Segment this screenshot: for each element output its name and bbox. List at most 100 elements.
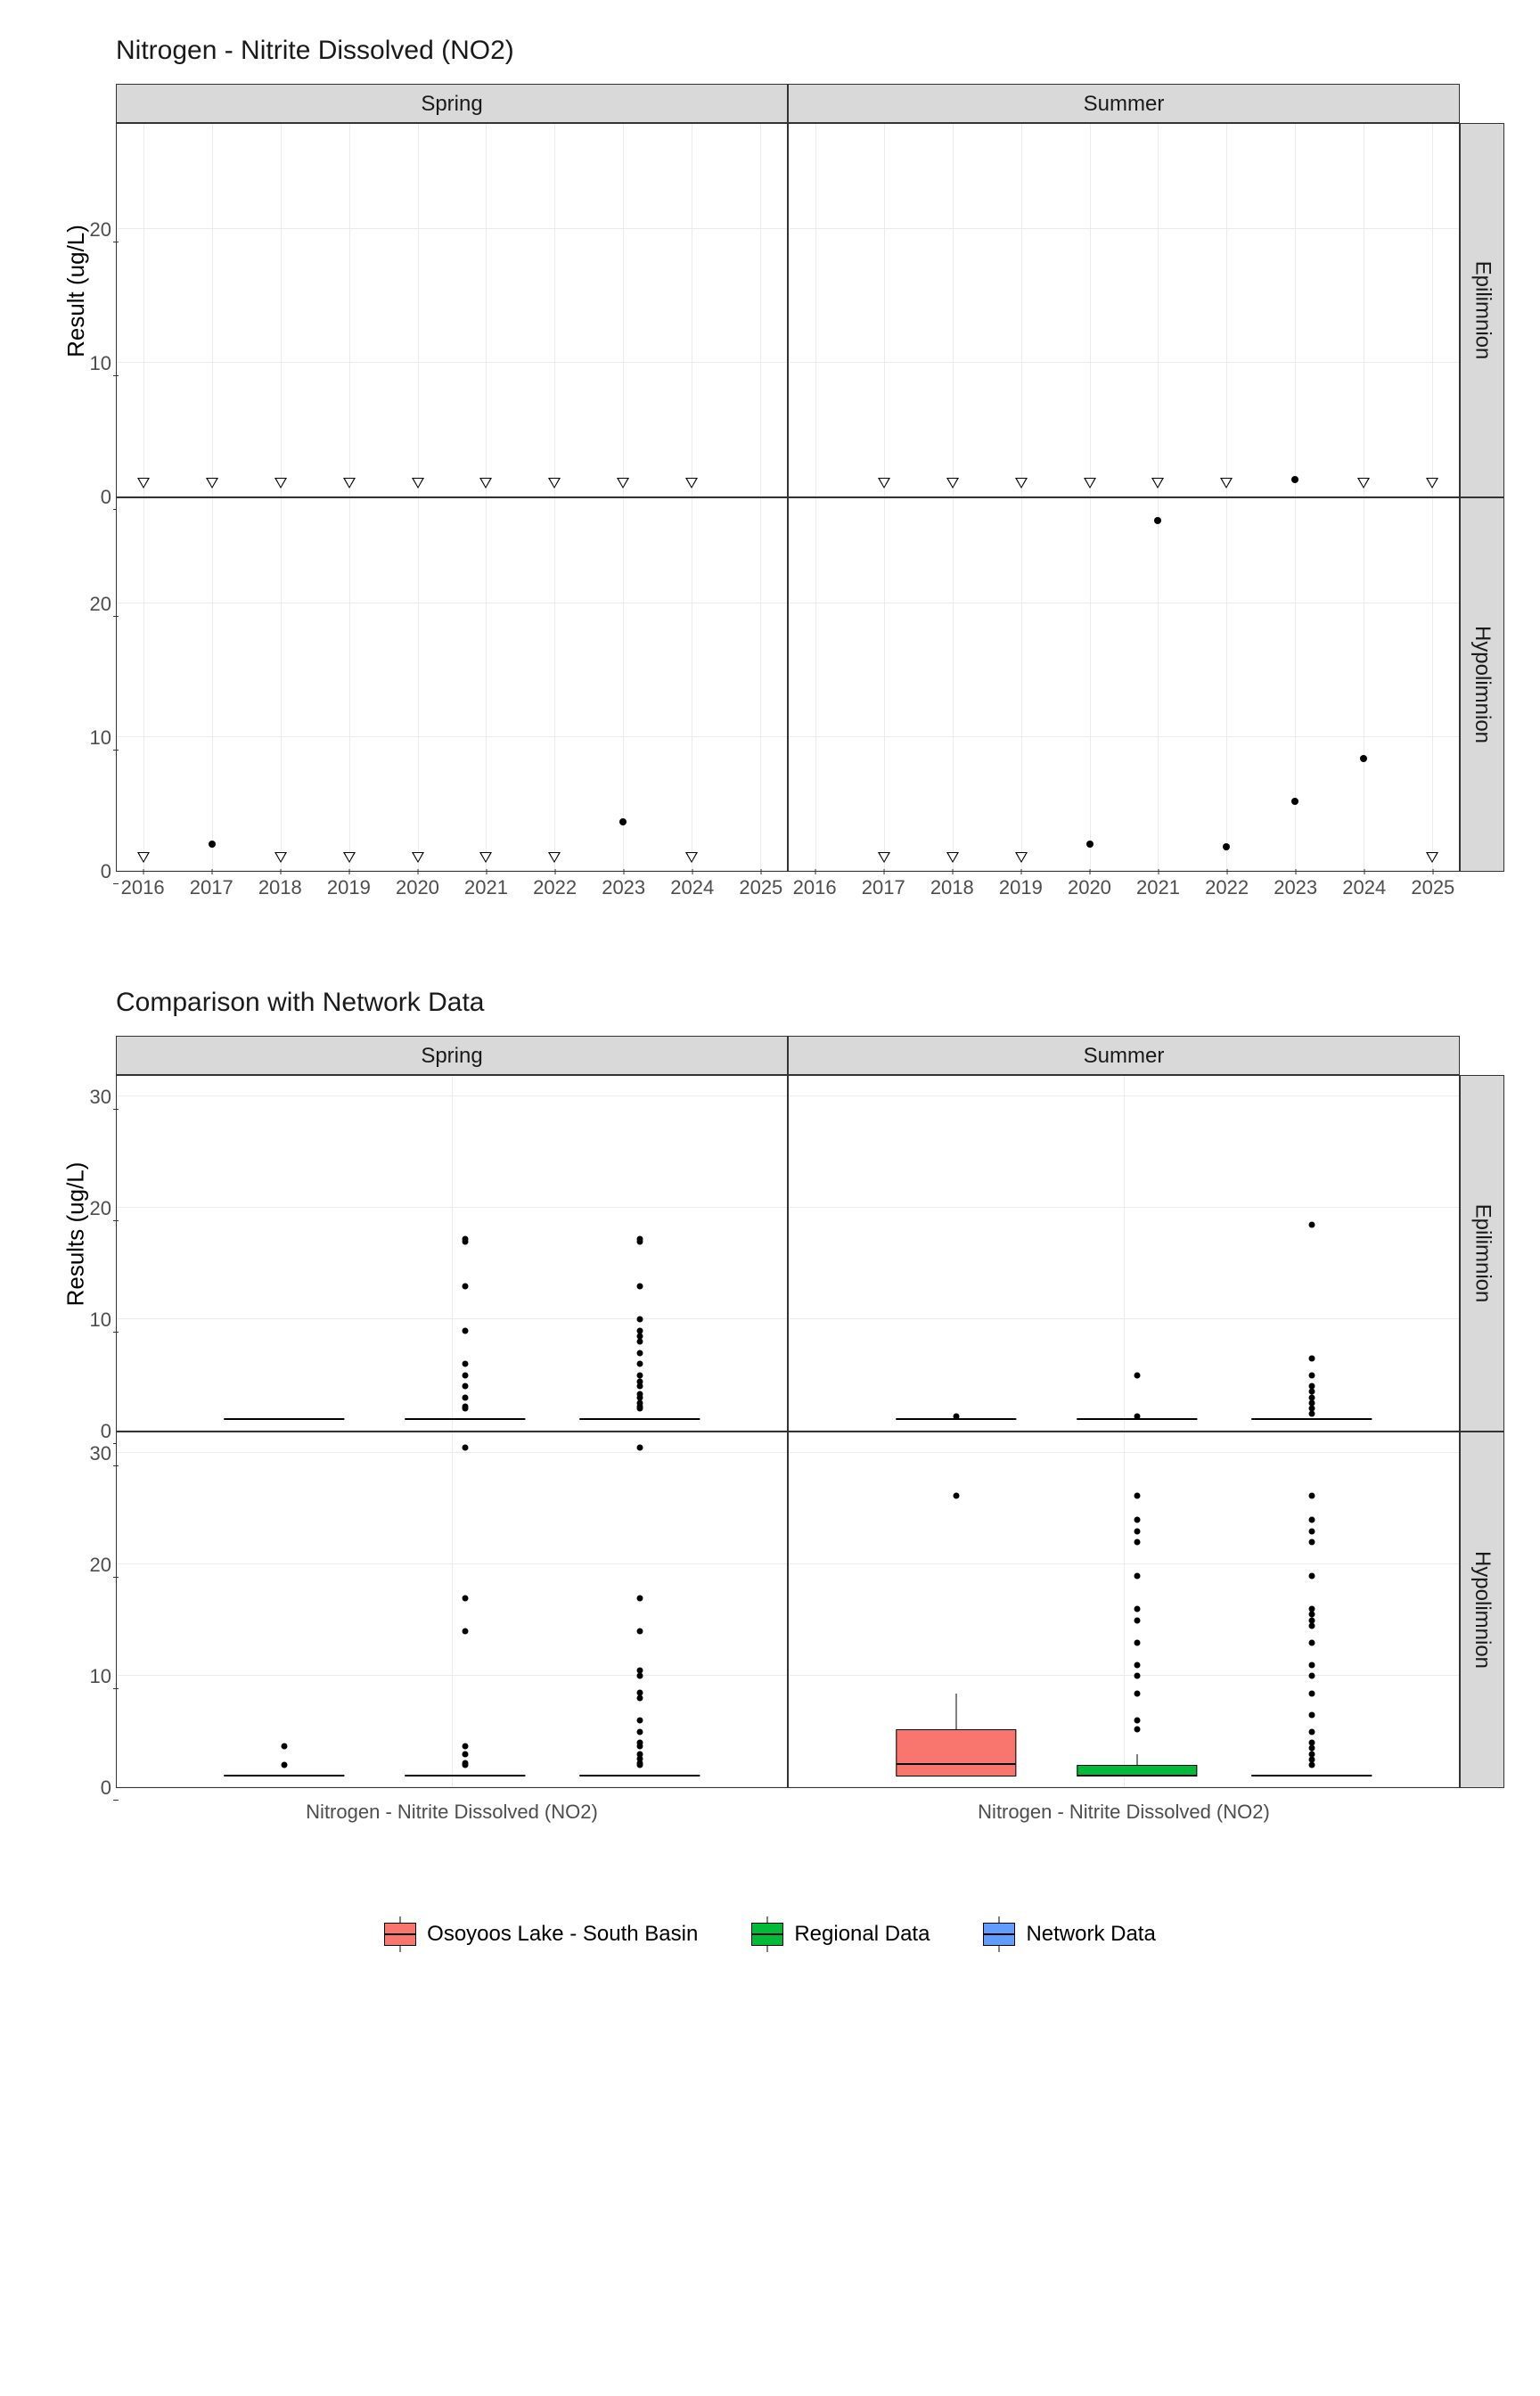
- outlier-marker: [463, 1394, 469, 1400]
- outlier-marker: [1135, 1528, 1141, 1534]
- outlier-marker: [1135, 1691, 1141, 1697]
- triangle-marker: [878, 478, 890, 488]
- triangle-marker: [274, 478, 287, 488]
- outlier-marker: [463, 1327, 469, 1333]
- plot-area: [116, 1075, 788, 1432]
- row-header: Epilimnion: [1460, 123, 1504, 497]
- legend-item: Network Data: [983, 1922, 1155, 1947]
- row-header: Hypolimnion: [1460, 497, 1504, 872]
- triangle-marker: [1357, 478, 1370, 488]
- triangle-marker: [548, 478, 561, 488]
- outlier-marker: [636, 1673, 643, 1679]
- outlier-marker: [1308, 1756, 1315, 1762]
- boxplot-box: [1251, 1418, 1372, 1420]
- triangle-marker: [412, 852, 424, 863]
- outlier-marker: [1308, 1517, 1315, 1523]
- plot-area: [788, 497, 1460, 872]
- outlier-marker: [954, 1413, 960, 1419]
- outlier-marker: [463, 1751, 469, 1757]
- plot-area: [116, 497, 788, 872]
- outlier-marker: [1308, 1539, 1315, 1546]
- outlier-marker: [1135, 1492, 1141, 1498]
- outlier-marker: [1308, 1711, 1315, 1718]
- outlier-marker: [1308, 1740, 1315, 1746]
- outlier-marker: [1308, 1572, 1315, 1579]
- outlier-marker: [1135, 1673, 1141, 1679]
- outlier-marker: [1135, 1539, 1141, 1546]
- chart2-facet-grid: Results (ug/L) SpringSummer0102030Epilim…: [36, 1036, 1504, 1850]
- chart2-title: Comparison with Network Data: [116, 988, 1504, 1018]
- outlier-marker: [1135, 1639, 1141, 1645]
- triangle-marker: [343, 478, 356, 488]
- triangle-marker: [137, 852, 150, 863]
- legend-label: Regional Data: [794, 1922, 930, 1947]
- x-category-label: Nitrogen - Nitrite Dissolved (NO2): [788, 1801, 1460, 1824]
- outlier-marker: [1308, 1691, 1315, 1697]
- outlier-marker: [636, 1689, 643, 1695]
- outlier-marker: [636, 1379, 643, 1385]
- outlier-marker: [1308, 1372, 1315, 1378]
- outlier-marker: [1308, 1622, 1315, 1629]
- dot-marker: [1223, 843, 1230, 850]
- timeseries-chart: Nitrogen - Nitrite Dissolved (NO2) Resul…: [36, 36, 1504, 916]
- outlier-marker: [463, 1629, 469, 1635]
- outlier-marker: [1308, 1612, 1315, 1618]
- legend-swatch: [751, 1923, 783, 1946]
- legend: Osoyoos Lake - South BasinRegional DataN…: [36, 1922, 1504, 1947]
- triangle-marker: [878, 852, 890, 863]
- plot-area: [788, 1432, 1460, 1788]
- outlier-marker: [636, 1595, 643, 1601]
- chart-panel: [788, 1075, 1460, 1432]
- outlier-marker: [636, 1667, 643, 1673]
- outlier-marker: [1135, 1617, 1141, 1623]
- chart1-facet-grid: Result (ug/L) SpringSummer01020Epilimnio…: [36, 84, 1504, 916]
- outlier-marker: [636, 1372, 643, 1378]
- chart-panel: Nitrogen - Nitrite Dissolved (NO2): [788, 1432, 1460, 1788]
- outlier-marker: [463, 1743, 469, 1749]
- outlier-marker: [636, 1444, 643, 1450]
- outlier-marker: [463, 1444, 469, 1450]
- outlier-marker: [463, 1372, 469, 1378]
- outlier-marker: [954, 1492, 960, 1498]
- outlier-marker: [636, 1399, 643, 1406]
- plot-area: [116, 123, 788, 497]
- triangle-marker: [1015, 478, 1028, 488]
- outlier-marker: [463, 1595, 469, 1601]
- boxplot-box: [579, 1418, 700, 1420]
- outlier-marker: [1308, 1406, 1315, 1412]
- legend-item: Regional Data: [751, 1922, 930, 1947]
- outlier-marker: [1308, 1606, 1315, 1612]
- outlier-marker: [1308, 1394, 1315, 1400]
- legend-label: Network Data: [1026, 1922, 1155, 1947]
- col-header: Spring: [116, 84, 788, 123]
- triangle-marker: [343, 852, 356, 863]
- outlier-marker: [1135, 1727, 1141, 1733]
- outlier-marker: [636, 1361, 643, 1367]
- outlier-marker: [1308, 1617, 1315, 1623]
- outlier-marker: [463, 1760, 469, 1766]
- outlier-marker: [1308, 1221, 1315, 1227]
- triangle-marker: [548, 852, 561, 863]
- row-header: Hypolimnion: [1460, 1432, 1504, 1788]
- boxplot-box: [405, 1418, 525, 1420]
- col-header: Summer: [788, 84, 1460, 123]
- outlier-marker: [463, 1283, 469, 1289]
- outlier-marker: [282, 1743, 288, 1749]
- outlier-marker: [1308, 1492, 1315, 1498]
- boxplot-box: [1077, 1765, 1197, 1776]
- outlier-marker: [1135, 1662, 1141, 1668]
- outlier-marker: [1308, 1762, 1315, 1768]
- triangle-marker: [946, 852, 959, 863]
- triangle-marker: [1426, 478, 1438, 488]
- col-header: Summer: [788, 1036, 1460, 1075]
- outlier-marker: [636, 1333, 643, 1339]
- outlier-marker: [1308, 1528, 1315, 1534]
- outlier-marker: [636, 1283, 643, 1289]
- outlier-marker: [636, 1327, 643, 1333]
- triangle-marker: [206, 478, 218, 488]
- outlier-marker: [1308, 1399, 1315, 1406]
- outlier-marker: [636, 1695, 643, 1702]
- outlier-marker: [636, 1236, 643, 1243]
- boxplot-box: [896, 1729, 1016, 1776]
- outlier-marker: [1135, 1572, 1141, 1579]
